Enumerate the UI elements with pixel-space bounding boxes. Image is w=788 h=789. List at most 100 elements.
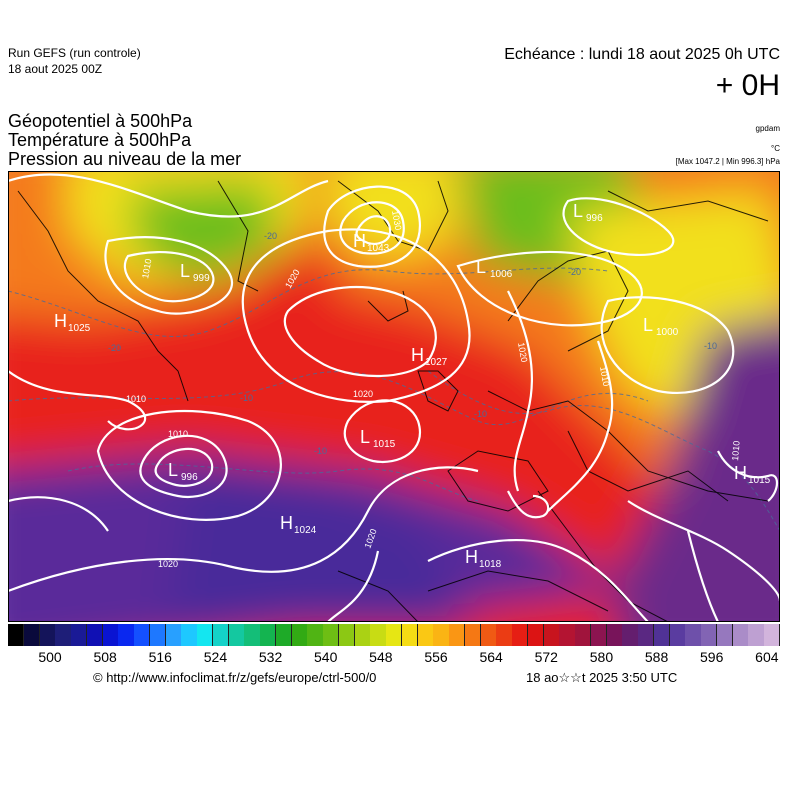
color-scale-swatch: [118, 624, 135, 646]
color-scale-swatch: [701, 624, 718, 646]
color-scale-tick: 556: [424, 649, 448, 665]
svg-text:996: 996: [181, 472, 198, 483]
color-scale-swatch: [748, 624, 765, 646]
color-scale-swatch: [39, 624, 56, 646]
color-scale-swatch: [417, 624, 434, 646]
pressure-centers: H 1025 L 999 H 1043 L 1006 L 996 L 1000 H 1027 …: [54, 201, 771, 570]
pressure-center: L 996: [168, 460, 198, 483]
svg-text:L: L: [476, 257, 486, 277]
pressure-center: L 1006: [476, 257, 513, 280]
isobar-label: 1030: [390, 210, 403, 231]
isobar-label: 1010: [598, 366, 611, 387]
unit-gpdam: gpdam: [755, 124, 780, 133]
isobar-label: 1010: [126, 394, 146, 404]
color-scale-tick: 596: [700, 649, 724, 665]
isobar-label: 1020: [353, 389, 373, 399]
temp-label: -10: [240, 393, 253, 403]
temp-label: -10: [474, 409, 487, 419]
color-scale-tick: 524: [203, 649, 228, 665]
color-scale-swatch: [197, 624, 214, 646]
isobar-label: 1010: [730, 440, 742, 461]
generated-time: 18 ao☆☆t 2025 3:50 UTC: [526, 670, 678, 685]
coastlines: [17, 180, 769, 622]
color-scale-swatch: [622, 624, 639, 646]
color-scale-swatch: [480, 624, 497, 646]
pressure-center: L 999: [180, 261, 210, 284]
isotherms: [8, 267, 780, 532]
color-scale-swatch: [512, 624, 529, 646]
color-scale-swatch: [606, 624, 623, 646]
color-scale-tick: 548: [369, 649, 393, 665]
unit-celsius: °C: [771, 144, 780, 153]
color-scale-tick: 604: [755, 649, 779, 665]
svg-text:L: L: [168, 460, 178, 480]
color-scale-swatch: [464, 624, 482, 646]
source-credit: © http://www.infoclimat.fr/z/gefs/europe…: [93, 670, 377, 685]
color-scale-swatch: [71, 624, 88, 646]
color-scale-tick: 540: [314, 649, 338, 665]
color-scale-swatch: [134, 624, 151, 646]
temp-label: -20: [568, 267, 581, 277]
color-scale-swatch: [102, 624, 119, 646]
color-scale-swatch: [149, 624, 167, 646]
temp-label: -20: [264, 231, 277, 241]
color-scale-swatch: [669, 624, 686, 646]
svg-text:999: 999: [193, 273, 210, 284]
temp-label: -20: [108, 343, 121, 353]
svg-text:L: L: [180, 261, 190, 281]
run-title: Run GEFS (run controle): [8, 46, 141, 60]
color-scale-swatch: [449, 624, 466, 646]
svg-text:1015: 1015: [748, 475, 771, 486]
color-scale-tick: 588: [644, 649, 669, 665]
svg-text:H: H: [465, 547, 478, 567]
pressure-center: H 1015: [734, 463, 771, 486]
svg-text:1018: 1018: [479, 559, 502, 570]
layer-temperature: Température à 500hPa: [8, 130, 192, 150]
pressure-center: L 1000: [643, 315, 679, 338]
color-scale-tick: 580: [589, 649, 614, 665]
color-scale-swatch: [716, 624, 734, 646]
color-scale-swatch: [291, 624, 308, 646]
color-scale-tick: 500: [38, 649, 62, 665]
color-scale-swatch: [764, 624, 781, 646]
svg-text:L: L: [360, 427, 370, 447]
color-scale-swatch: [496, 624, 513, 646]
temperature-labels: -20 -20 -20 -10 -10 -10 -10: [108, 231, 717, 456]
isobar-label: 1010: [140, 258, 153, 279]
forecast-offset: + 0H: [715, 69, 780, 102]
color-scale-swatch: [181, 624, 198, 646]
color-scale-tick: 564: [479, 649, 503, 665]
svg-text:1024: 1024: [294, 525, 317, 536]
svg-text:H: H: [353, 231, 366, 251]
color-scale-swatch: [275, 624, 293, 646]
svg-text:H: H: [280, 513, 293, 533]
color-scale-swatch: [386, 624, 403, 646]
svg-text:1025: 1025: [68, 323, 91, 334]
run-date: 18 aout 2025 00Z: [8, 62, 103, 76]
temp-label: -10: [314, 446, 327, 456]
color-scale-swatch: [212, 624, 230, 646]
svg-text:996: 996: [586, 213, 603, 224]
color-scale-tick: 572: [534, 649, 558, 665]
color-scale-swatch: [401, 624, 419, 646]
color-scale-swatch: [527, 624, 545, 646]
pressure-center: H 1024: [280, 513, 317, 536]
svg-text:H: H: [411, 345, 424, 365]
echeance-label: Echéance : lundi 18 aout 2025 0h UTC: [504, 46, 780, 63]
isobar-label: 1010: [168, 429, 188, 439]
color-scale-swatch: [732, 624, 749, 646]
color-scale-swatch: [86, 624, 104, 646]
color-scale-swatch: [685, 624, 702, 646]
isobar-label: 1020: [158, 559, 178, 569]
color-scale-swatch: [260, 624, 277, 646]
layer-pressure: Pression au niveau de la mer: [8, 149, 242, 169]
isobar-label: 1020: [516, 342, 529, 363]
pressure-center: H 1027: [411, 345, 448, 368]
svg-text:1027: 1027: [425, 357, 448, 368]
color-scale-swatch: [543, 624, 560, 646]
color-scale-tick: 508: [93, 649, 117, 665]
color-scale-ticks: 500 508 516 524 532 540 548 556 564 572 580 588 596 6…: [8, 649, 780, 667]
color-scale-swatch: [8, 624, 25, 646]
color-scale-swatch: [590, 624, 608, 646]
color-scale-swatch: [323, 624, 340, 646]
